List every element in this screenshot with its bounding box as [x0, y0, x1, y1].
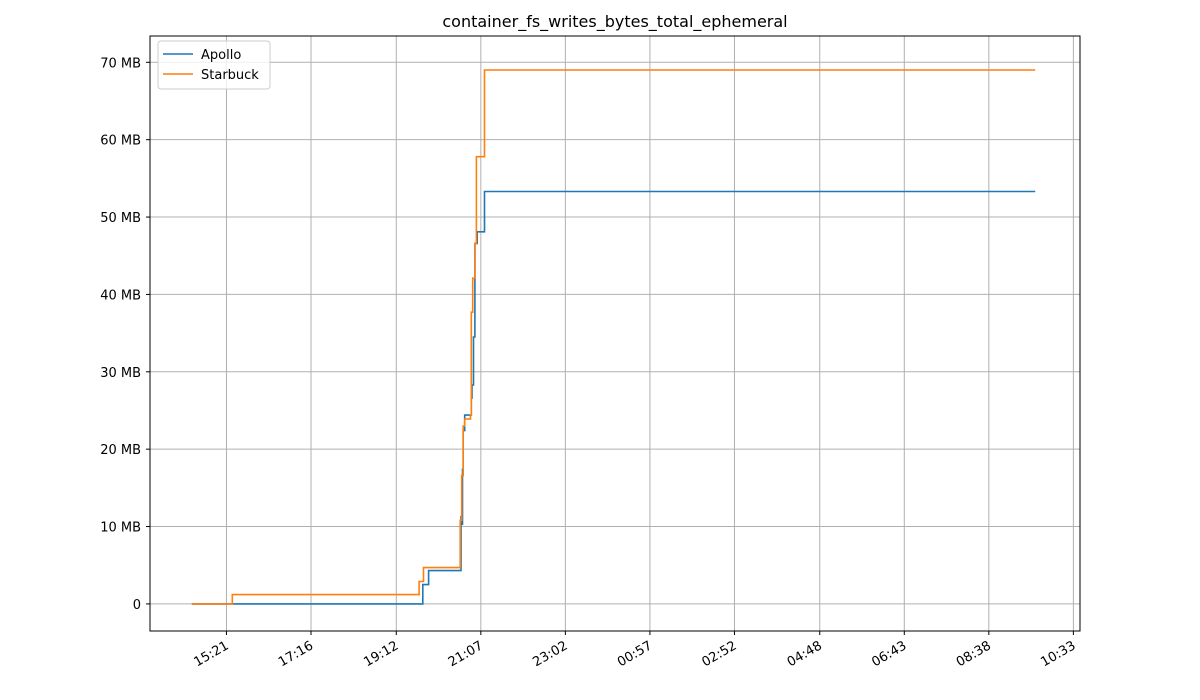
legend-label-apollo: Apollo — [201, 48, 241, 63]
y-tick-label: 30 MB — [100, 366, 141, 381]
x-tick-label: 23:02 — [530, 638, 570, 670]
y-tick-label: 0 — [133, 598, 141, 613]
plot-frame — [149, 35, 1081, 632]
series-layer — [191, 69, 1036, 605]
y-tick-label: 10 MB — [100, 521, 141, 536]
legend-label-starbuck: Starbuck — [201, 68, 259, 83]
x-tick-label: 15:21 — [192, 638, 232, 670]
x-tick-label: 08:38 — [954, 638, 994, 670]
y-tick-label: 40 MB — [100, 288, 141, 303]
x-tick-label: 17:16 — [276, 638, 316, 670]
series-line-starbuck — [191, 69, 1036, 605]
series-line-apollo — [191, 190, 1036, 605]
x-tick-label: 10:33 — [1038, 638, 1078, 670]
y-tick-label: 20 MB — [100, 443, 141, 458]
legend-box — [157, 40, 271, 90]
y-tick-label: 70 MB — [100, 56, 141, 71]
grid-layer — [150, 36, 1080, 631]
y-tick-label: 60 MB — [100, 134, 141, 149]
x-tick-label: 06:43 — [869, 638, 909, 670]
x-tick-label: 02:52 — [700, 638, 740, 670]
x-tick-label: 21:07 — [446, 638, 486, 670]
legend: Apollo Starbuck — [157, 40, 271, 90]
x-tick-label: 04:48 — [785, 638, 825, 670]
chart-title: container_fs_writes_bytes_total_ephemera… — [442, 12, 787, 32]
x-tick-label: 00:57 — [615, 638, 655, 670]
y-tick-label: 50 MB — [100, 211, 141, 226]
axis-layer: 0 10 MB 20 MB 30 MB 40 MB 50 MB 60 MB 70 MB 15:2… — [100, 56, 1078, 670]
x-tick-label: 19:12 — [361, 638, 401, 670]
